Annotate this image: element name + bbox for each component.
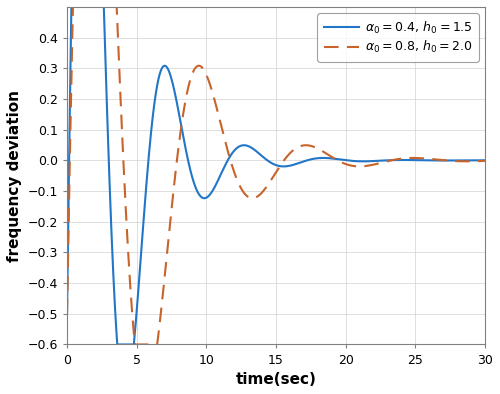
$\alpha_0 = 0.8,\, h_0 = 2.0$: [482, 158, 488, 163]
$\alpha_0 = 0.4,\, h_0 = 1.5$: [482, 158, 488, 163]
$\alpha_0 = 0.8,\, h_0 = 2.0$: [224, 146, 230, 151]
$\alpha_0 = 0.8,\, h_0 = 2.0$: [132, 342, 138, 347]
$\alpha_0 = 0.8,\, h_0 = 2.0$: [336, 159, 342, 164]
$\alpha_0 = 0.4,\, h_0 = 1.5$: [408, 158, 414, 162]
$\alpha_0 = 0.8,\, h_0 = 2.0$: [408, 156, 414, 160]
$\alpha_0 = 0.4,\, h_0 = 1.5$: [140, 224, 146, 229]
Line: $\alpha_0 = 0.4,\, h_0 = 1.5$: $\alpha_0 = 0.4,\, h_0 = 1.5$: [67, 7, 485, 344]
Y-axis label: frequency deviation: frequency deviation: [7, 90, 22, 262]
Legend: $\alpha_0 = 0.4,\, h_0 = 1.5$, $\alpha_0 = 0.8,\, h_0 = 2.0$: $\alpha_0 = 0.4,\, h_0 = 1.5$, $\alpha_0…: [318, 13, 479, 61]
$\alpha_0 = 0.4,\, h_0 = 1.5$: [376, 158, 382, 163]
$\alpha_0 = 0.8,\, h_0 = 2.0$: [140, 342, 146, 347]
$\alpha_0 = 0.4,\, h_0 = 1.5$: [224, 160, 230, 164]
$\alpha_0 = 0.8,\, h_0 = 2.0$: [315, 146, 321, 151]
$\alpha_0 = 0.4,\, h_0 = 1.5$: [64, 311, 70, 316]
$\alpha_0 = 0.4,\, h_0 = 1.5$: [114, 342, 120, 347]
$\alpha_0 = 0.4,\, h_0 = 1.5$: [336, 157, 342, 162]
$\alpha_0 = 0.8,\, h_0 = 2.0$: [64, 311, 70, 316]
$\alpha_0 = 0.8,\, h_0 = 2.0$: [70, 5, 76, 9]
$\alpha_0 = 0.4,\, h_0 = 1.5$: [68, 5, 74, 9]
$\alpha_0 = 0.4,\, h_0 = 1.5$: [315, 156, 321, 161]
$\alpha_0 = 0.8,\, h_0 = 2.0$: [376, 161, 382, 165]
X-axis label: time(sec): time(sec): [236, 372, 316, 387]
Line: $\alpha_0 = 0.8,\, h_0 = 2.0$: $\alpha_0 = 0.8,\, h_0 = 2.0$: [67, 7, 485, 344]
